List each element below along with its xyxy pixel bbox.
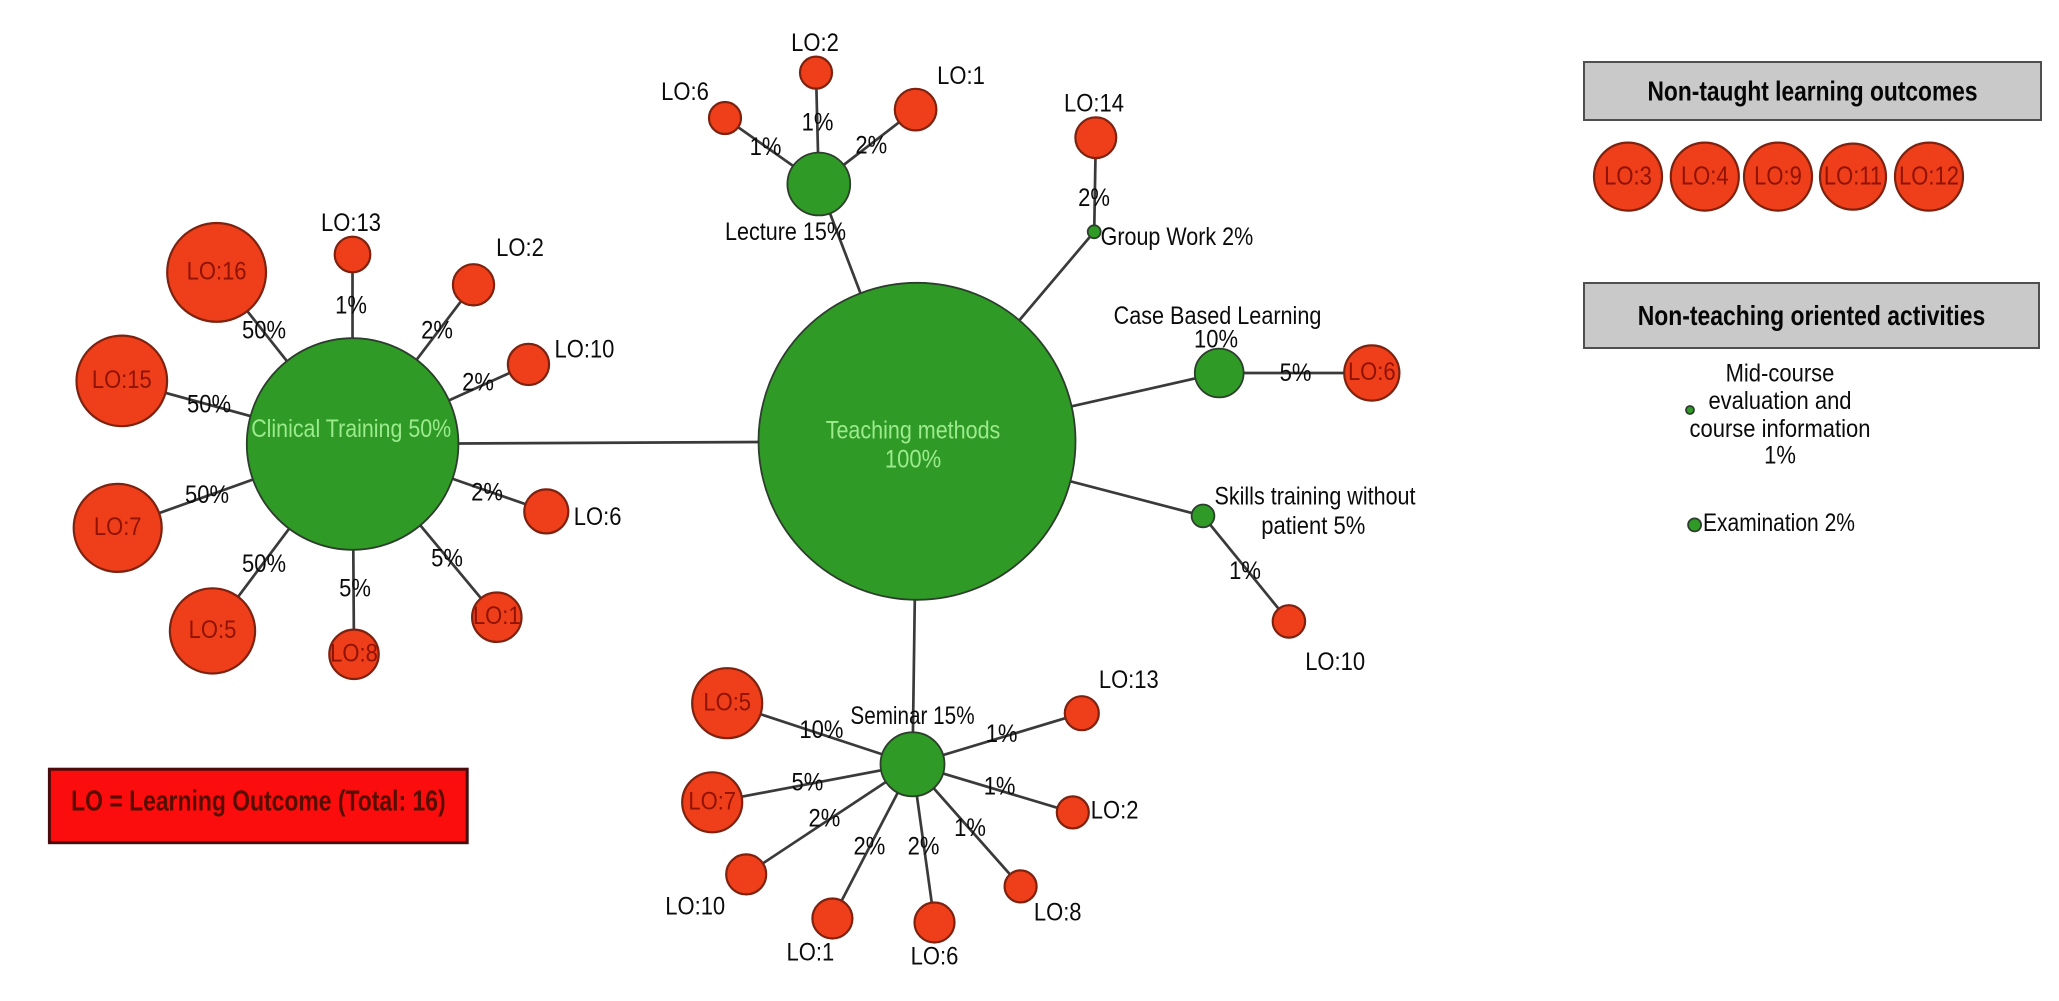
svg-text:10%: 10% xyxy=(1194,325,1238,353)
svg-text:2%: 2% xyxy=(462,369,494,397)
svg-text:LO:11: LO:11 xyxy=(1824,163,1882,191)
svg-text:Skills training without: Skills training without xyxy=(1215,483,1416,511)
svg-text:LO:4: LO:4 xyxy=(1681,163,1729,191)
svg-text:5%: 5% xyxy=(792,768,824,796)
svg-text:LO:7: LO:7 xyxy=(94,513,142,541)
svg-text:Case Based Learning: Case Based Learning xyxy=(1114,302,1322,330)
svg-text:50%: 50% xyxy=(187,391,231,419)
svg-text:LO:6: LO:6 xyxy=(661,78,709,106)
svg-text:LO:10: LO:10 xyxy=(1305,648,1365,676)
svg-text:LO:3: LO:3 xyxy=(1604,163,1652,191)
svg-text:5%: 5% xyxy=(1280,359,1312,387)
svg-text:LO:6: LO:6 xyxy=(574,503,622,531)
svg-text:LO:7: LO:7 xyxy=(688,788,736,816)
svg-text:1%: 1% xyxy=(954,814,986,842)
svg-text:LO:5: LO:5 xyxy=(703,688,751,716)
svg-text:2%: 2% xyxy=(471,478,503,506)
svg-text:LO:6: LO:6 xyxy=(1348,358,1396,386)
svg-text:Clinical Training 50%: Clinical Training 50% xyxy=(251,415,451,443)
svg-text:LO:16: LO:16 xyxy=(187,257,247,285)
svg-text:50%: 50% xyxy=(242,550,286,578)
svg-text:2%: 2% xyxy=(855,132,887,160)
svg-text:LO:13: LO:13 xyxy=(321,209,381,237)
svg-text:2%: 2% xyxy=(908,832,940,860)
svg-text:Teaching methods: Teaching methods xyxy=(826,416,1001,444)
svg-text:LO:15: LO:15 xyxy=(92,366,152,394)
svg-text:1%: 1% xyxy=(984,772,1016,800)
svg-text:LO:1: LO:1 xyxy=(473,602,521,630)
svg-text:Lecture 15%: Lecture 15% xyxy=(725,218,846,246)
svg-text:2%: 2% xyxy=(1078,184,1110,212)
svg-text:50%: 50% xyxy=(242,316,286,344)
svg-text:2%: 2% xyxy=(854,832,886,860)
svg-text:5%: 5% xyxy=(431,544,463,572)
svg-text:LO:1: LO:1 xyxy=(787,939,835,967)
svg-text:1%: 1% xyxy=(1764,442,1796,470)
svg-text:Non-taught learning outcomes: Non-taught learning outcomes xyxy=(1648,76,1978,107)
svg-text:LO:2: LO:2 xyxy=(496,234,544,262)
svg-text:LO:6: LO:6 xyxy=(911,943,959,971)
svg-text:1%: 1% xyxy=(986,720,1018,748)
svg-text:LO:13: LO:13 xyxy=(1099,666,1159,694)
svg-text:patient 5%: patient 5% xyxy=(1261,512,1365,540)
svg-text:2%: 2% xyxy=(809,804,841,832)
svg-text:LO = Learning Outcome (Total:: LO = Learning Outcome (Total: 16) xyxy=(71,786,446,818)
svg-text:LO:2: LO:2 xyxy=(1091,796,1139,824)
svg-text:2%: 2% xyxy=(421,316,453,344)
svg-text:1%: 1% xyxy=(335,292,367,320)
svg-text:LO:8: LO:8 xyxy=(330,639,378,667)
svg-text:1%: 1% xyxy=(802,108,834,136)
svg-text:Non-teaching oriented activiti: Non-teaching oriented activities xyxy=(1638,300,1986,331)
svg-text:LO:2: LO:2 xyxy=(791,29,839,57)
svg-text:LO:5: LO:5 xyxy=(189,616,237,644)
svg-text:Group Work 2%: Group Work 2% xyxy=(1101,223,1254,251)
svg-text:Seminar 15%: Seminar 15% xyxy=(850,702,974,730)
svg-text:LO:10: LO:10 xyxy=(665,893,725,921)
svg-text:LO:10: LO:10 xyxy=(555,336,615,364)
svg-text:course information: course information xyxy=(1690,415,1871,443)
svg-text:LO:14: LO:14 xyxy=(1064,90,1124,118)
svg-text:10%: 10% xyxy=(799,716,843,744)
svg-text:5%: 5% xyxy=(339,575,371,603)
svg-text:Mid-course: Mid-course xyxy=(1726,360,1835,388)
svg-text:Examination 2%: Examination 2% xyxy=(1703,509,1855,537)
svg-text:LO:12: LO:12 xyxy=(1899,163,1959,191)
svg-text:1%: 1% xyxy=(1229,557,1261,585)
svg-text:LO:1: LO:1 xyxy=(937,62,985,90)
svg-text:50%: 50% xyxy=(185,481,229,509)
svg-text:LO:9: LO:9 xyxy=(1754,163,1802,191)
svg-text:100%: 100% xyxy=(885,446,941,474)
svg-text:evaluation and: evaluation and xyxy=(1708,387,1851,415)
svg-text:1%: 1% xyxy=(750,133,782,161)
svg-text:LO:8: LO:8 xyxy=(1034,899,1082,927)
